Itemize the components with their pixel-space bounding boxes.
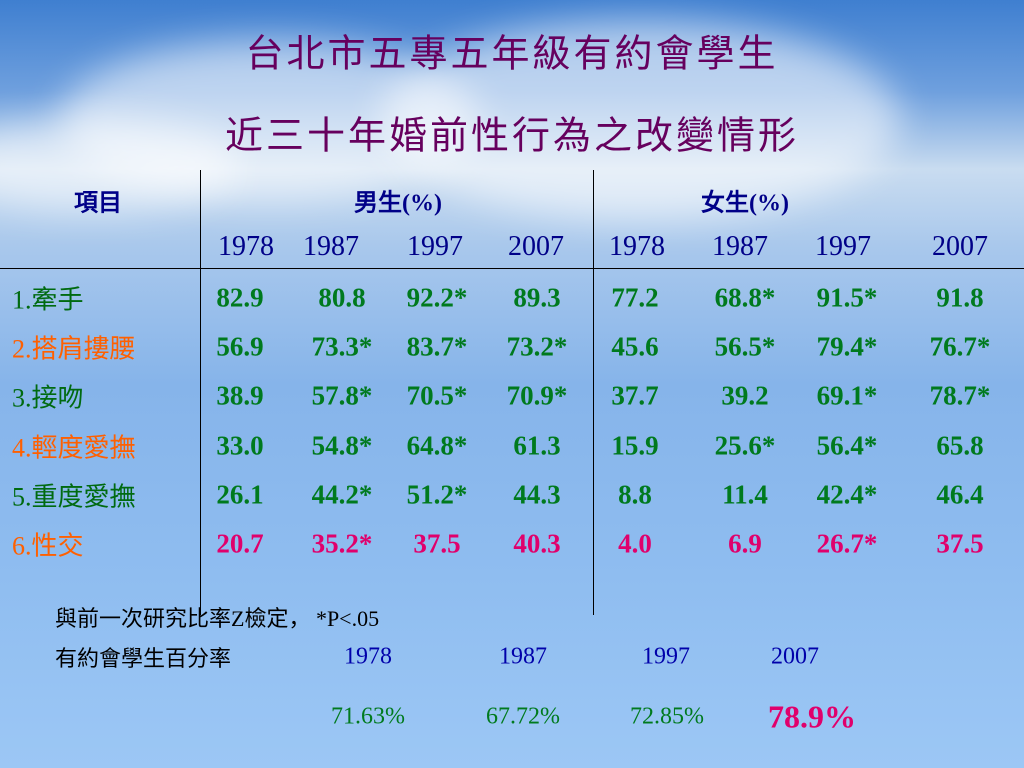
rate-year: 1997 [642, 643, 690, 670]
rate-value: 71.63% [331, 703, 405, 730]
cell-value: 37.5 [936, 528, 984, 559]
row-label: 5.重度愛撫 [12, 482, 136, 512]
rate-value: 72.85% [630, 703, 704, 730]
cell-value: 44.2* [311, 479, 373, 510]
footnote: 與前一次研究比率Z檢定， *P<.05 [55, 606, 380, 631]
cell-value: 92.2* [406, 282, 468, 313]
divider [200, 170, 201, 615]
cell-value: 44.3 [513, 479, 561, 510]
title: 近三十年婚前性行為之改變情形 [224, 115, 800, 158]
cell-value: 68.8* [714, 282, 776, 313]
cell-value: 56.9 [216, 331, 264, 362]
cell-value: 79.4* [816, 331, 878, 362]
row-label: 6.性交 [12, 531, 84, 561]
row-label: 1.牽手 [12, 285, 84, 315]
cell-value: 82.9 [216, 282, 264, 313]
year-header: 1987 [303, 231, 359, 262]
cell-value: 25.6* [714, 430, 776, 461]
cell-value: 91.8 [936, 282, 984, 313]
cell-value: 57.8* [311, 380, 373, 411]
cell-value: 83.7* [406, 331, 468, 362]
cell-value: 8.8 [618, 479, 652, 510]
group-header: 女生(%) [701, 190, 789, 217]
year-header: 1997 [815, 231, 871, 262]
cell-value: 76.7* [929, 331, 991, 362]
rate-year: 1987 [499, 643, 547, 670]
title: 台北市五專五年級有約會學生 [245, 33, 779, 76]
item-header: 項目 [74, 190, 122, 217]
rate-value: 67.72% [486, 703, 560, 730]
cell-value: 42.4* [816, 479, 878, 510]
cell-value: 70.5* [406, 380, 468, 411]
cell-value: 33.0 [216, 430, 264, 461]
divider [0, 268, 1024, 269]
cell-value: 51.2* [406, 479, 468, 510]
divider [593, 170, 594, 615]
year-header: 1987 [712, 231, 768, 262]
rate-label: 有約會學生百分率 [55, 646, 232, 671]
cell-value: 91.5* [816, 282, 878, 313]
cloud [380, 20, 900, 220]
year-header: 1997 [407, 231, 463, 262]
cell-value: 69.1* [816, 380, 878, 411]
cell-value: 4.0 [618, 528, 652, 559]
cell-value: 6.9 [728, 528, 762, 559]
cell-value: 73.2* [506, 331, 568, 362]
cell-value: 45.6 [611, 331, 659, 362]
year-header: 1978 [609, 231, 665, 262]
year-header: 1978 [218, 231, 274, 262]
rate-year: 2007 [771, 643, 819, 670]
row-label: 4.輕度愛撫 [12, 433, 136, 463]
cell-value: 73.3* [311, 331, 373, 362]
year-header: 2007 [932, 231, 988, 262]
cell-value: 38.9 [216, 380, 264, 411]
group-header: 男生(%) [354, 190, 442, 217]
cell-value: 40.3 [513, 528, 561, 559]
cell-value: 46.4 [936, 479, 984, 510]
cell-value: 61.3 [513, 430, 561, 461]
cell-value: 80.8 [318, 282, 366, 313]
cell-value: 78.7* [929, 380, 991, 411]
cell-value: 11.4 [722, 479, 768, 510]
cell-value: 56.4* [816, 430, 878, 461]
cell-value: 56.5* [714, 331, 776, 362]
row-label: 3.接吻 [12, 383, 84, 413]
cell-value: 64.8* [406, 430, 468, 461]
cell-value: 77.2 [611, 282, 659, 313]
cell-value: 20.7 [216, 528, 264, 559]
rate-value: 78.9% [768, 698, 856, 735]
cell-value: 26.1 [216, 479, 264, 510]
cell-value: 89.3 [513, 282, 561, 313]
row-label: 2.搭肩摟腰 [12, 334, 136, 364]
cell-value: 15.9 [611, 430, 659, 461]
cell-value: 37.7 [611, 380, 659, 411]
cell-value: 65.8 [936, 430, 984, 461]
cell-value: 35.2* [311, 528, 373, 559]
rate-year: 1978 [344, 643, 392, 670]
cell-value: 37.5 [413, 528, 461, 559]
cell-value: 39.2 [721, 380, 769, 411]
cell-value: 70.9* [506, 380, 568, 411]
year-header: 2007 [508, 231, 564, 262]
cell-value: 54.8* [311, 430, 373, 461]
cell-value: 26.7* [816, 528, 878, 559]
